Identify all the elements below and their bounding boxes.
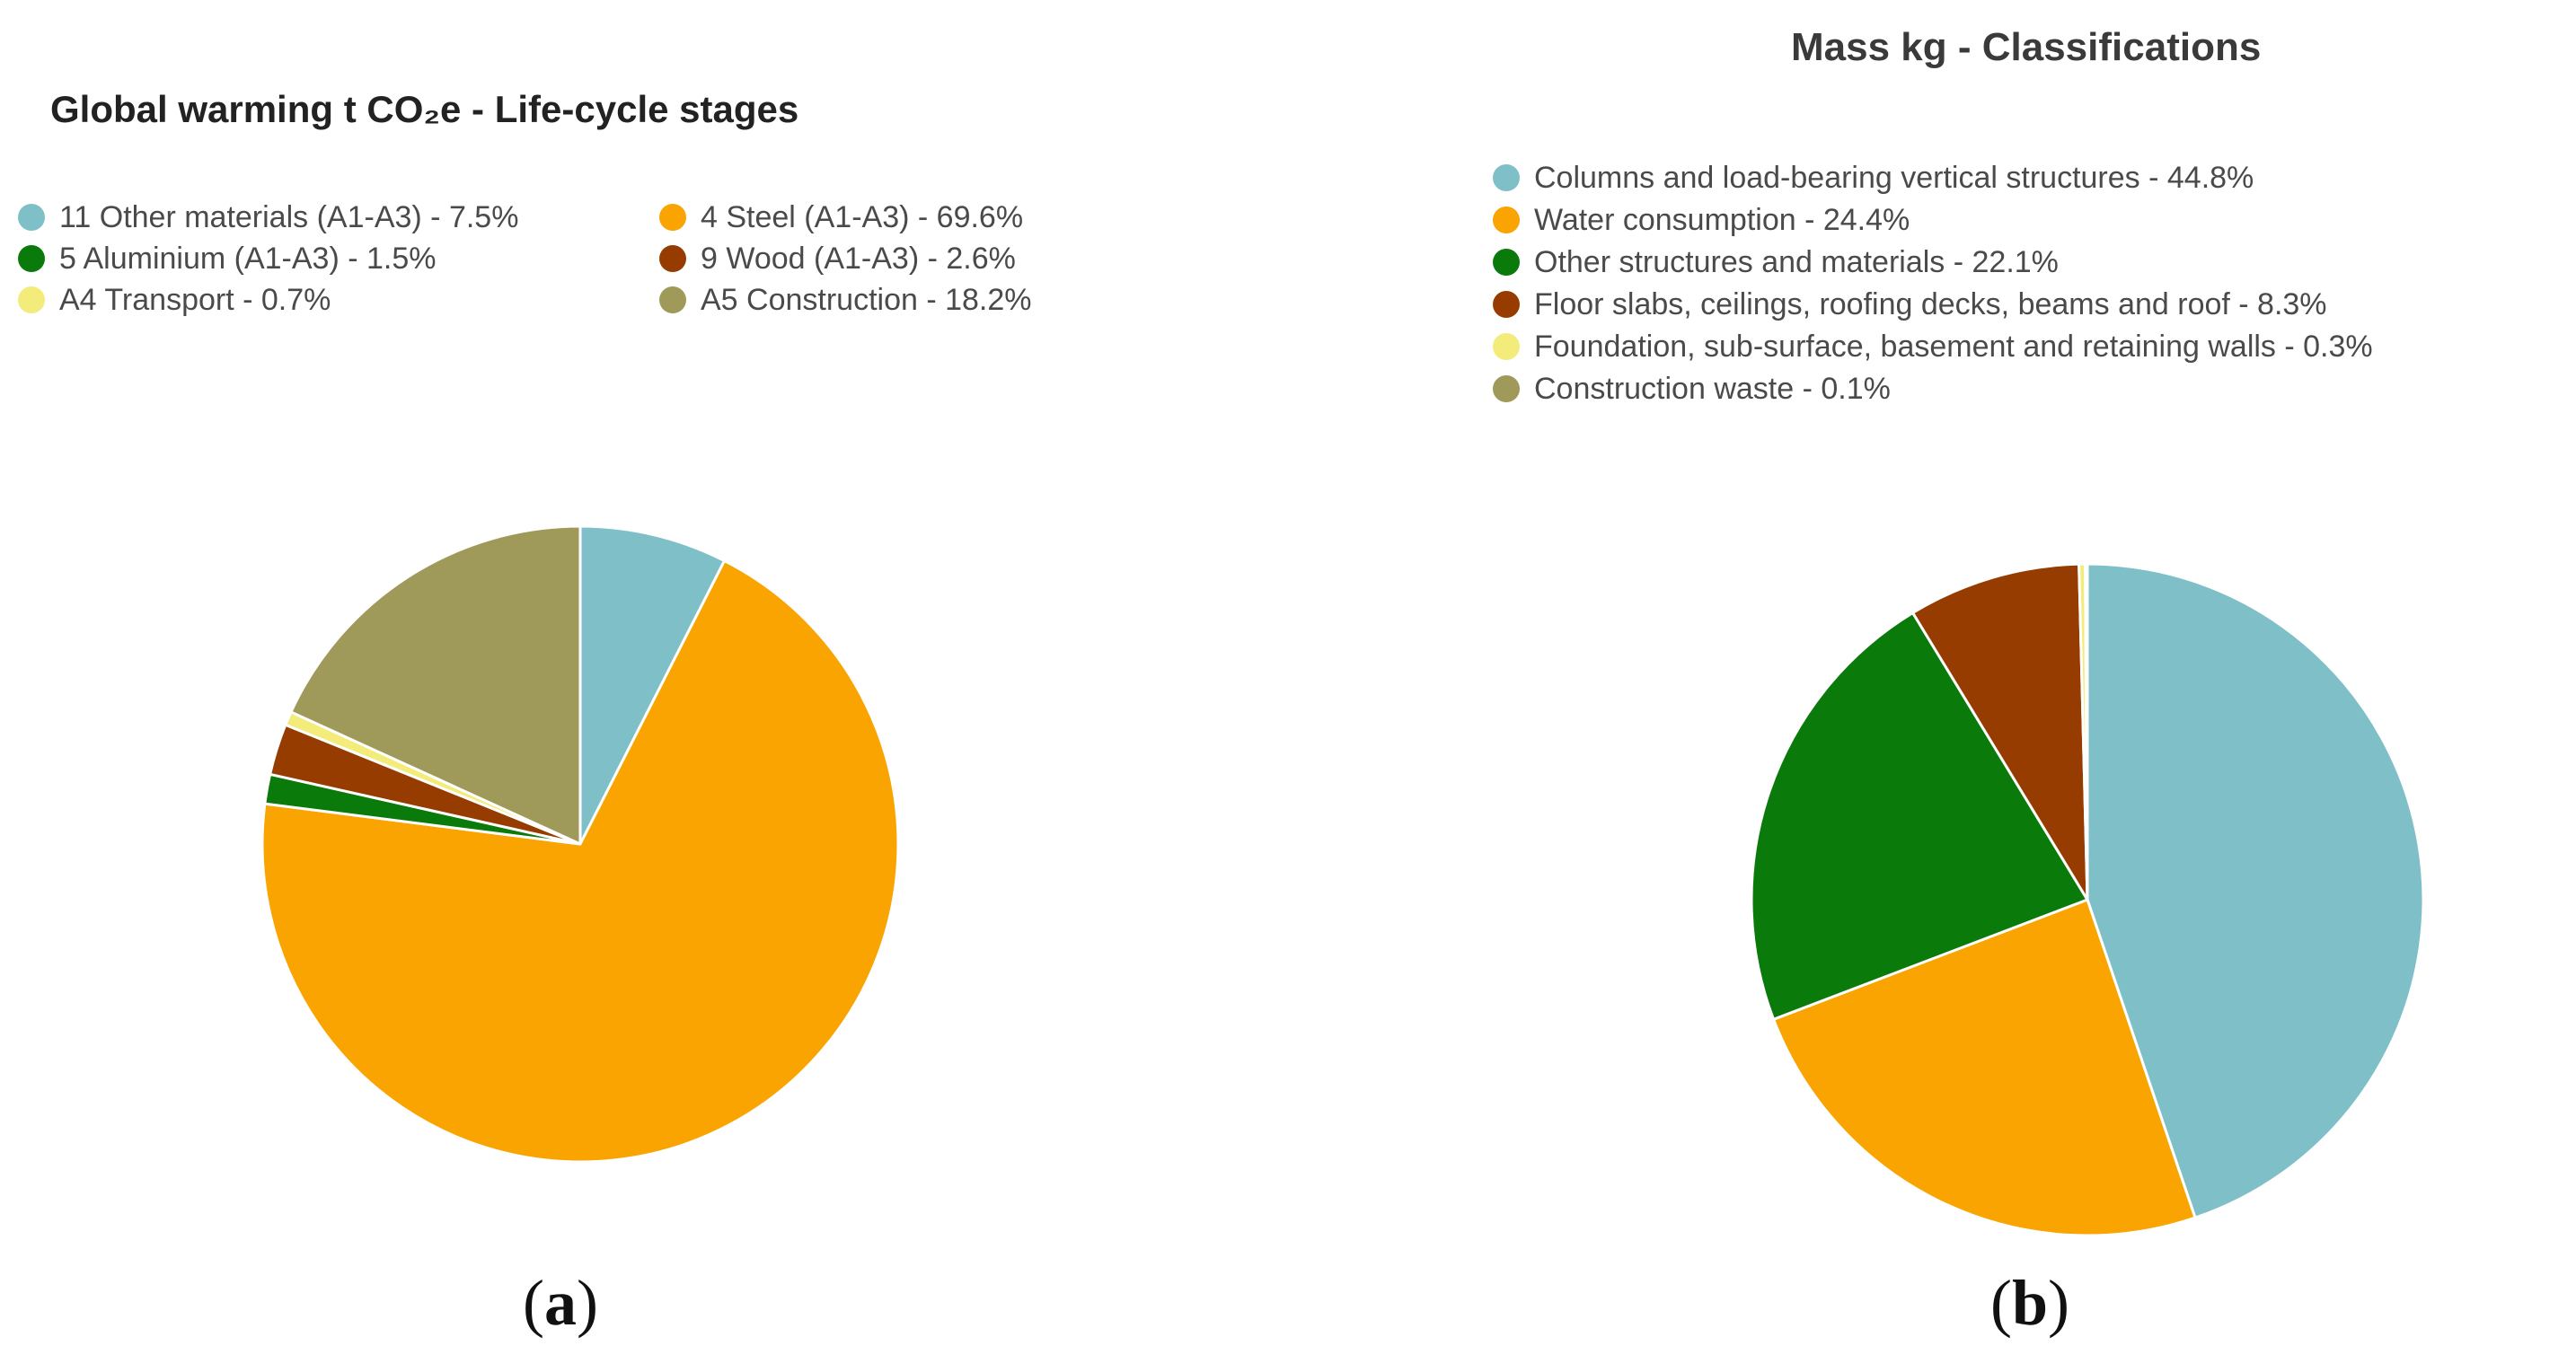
chart-b-legend-label: Other structures and materials - 22.1% xyxy=(1534,245,2059,279)
chart-a-legend-label: 11 Other materials (A1-A3) - 7.5% xyxy=(59,200,519,234)
chart-b-pie-slice xyxy=(1911,562,2089,901)
chart-b-pie-slice xyxy=(2084,562,2089,901)
caption-b: (b) xyxy=(1990,1267,2070,1339)
chart-a-legend-label: 4 Steel (A1-A3) - 69.6% xyxy=(701,200,1024,234)
chart-title-a-text: Global warming t CO₂e - Life-cycle stage… xyxy=(50,88,799,130)
chart-b-legend-label: Floor slabs, ceilings, roofing decks, be… xyxy=(1534,287,2327,321)
chart-b-legend-label: Columns and load-bearing vertical struct… xyxy=(1534,161,2254,195)
chart-title-b: Mass kg - Classifications xyxy=(1791,25,2261,70)
chart-b-legend-label: Foundation, sub-surface, basement and re… xyxy=(1534,330,2373,364)
chart-b-pie-slice xyxy=(1772,898,2197,1237)
chart-b-pie-slice xyxy=(1750,611,2089,1021)
pie-chart-a xyxy=(260,524,900,1164)
pie-chart-b xyxy=(1750,562,2425,1237)
chart-a-legend-swatch xyxy=(659,245,686,272)
chart-b-legend-swatch xyxy=(1493,249,1520,276)
chart-b-legend-swatch xyxy=(1493,333,1520,360)
chart-b-legend-swatch xyxy=(1493,375,1520,402)
chart-b-legend-swatch xyxy=(1493,164,1520,191)
chart-a-legend-swatch xyxy=(659,286,686,313)
caption-a: (a) xyxy=(523,1267,598,1339)
chart-a-legend-swatch xyxy=(659,204,686,231)
chart-panel-a: Global warming t CO₂e - Life-cycle stage… xyxy=(18,88,1032,1339)
chart-a-pie-slice xyxy=(260,559,900,1164)
caption-a-letter: a xyxy=(543,1267,577,1339)
chart-b-legend-label: Water consumption - 24.4% xyxy=(1534,203,1910,237)
chart-a-legend-label: A4 Transport - 0.7% xyxy=(59,283,331,317)
chart-b-legend-swatch xyxy=(1493,207,1520,233)
chart-a-legend-swatch xyxy=(18,245,45,272)
chart-a-legend-swatch xyxy=(18,204,45,231)
caption-b-letter: b xyxy=(2011,1267,2049,1339)
chart-panel-b: Mass kg - Classifications Columns and lo… xyxy=(1288,0,2576,1372)
chart-b-pie-slice xyxy=(2086,562,2425,1219)
chart-title-a: Global warming t CO₂e - Life-cycle stage… xyxy=(50,88,798,131)
chart-title-b-text: Mass kg - Classifications xyxy=(1791,25,2262,69)
chart-b-legend-label: Construction waste - 0.1% xyxy=(1534,372,1891,406)
chart-a-legend-label: A5 Construction - 18.2% xyxy=(701,283,1032,317)
chart-a-legend-label: 5 Aluminium (A1-A3) - 1.5% xyxy=(59,242,437,276)
chart-a-legend-label: 9 Wood (A1-A3) - 2.6% xyxy=(701,242,1016,276)
chart-a-pie-slice xyxy=(289,524,582,846)
chart-a-pie-slice xyxy=(578,524,727,846)
chart-a-legend-swatch xyxy=(18,286,45,313)
chart-b-legend-swatch xyxy=(1493,291,1520,318)
